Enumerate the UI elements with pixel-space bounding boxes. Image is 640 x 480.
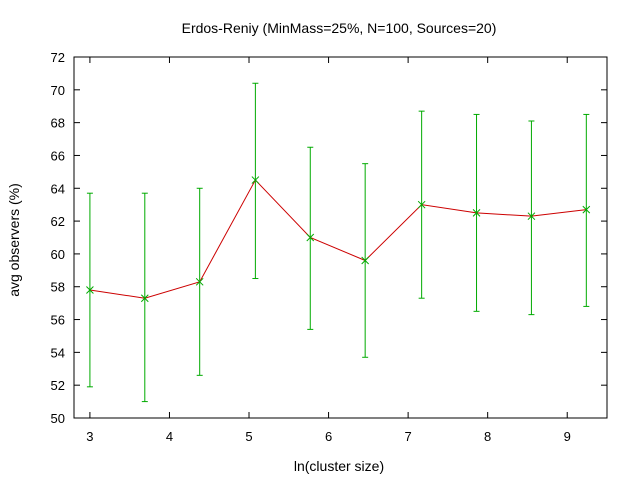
data-point — [527, 212, 536, 221]
x-tick-label: 8 — [484, 429, 491, 444]
y-tick-label: 56 — [51, 313, 65, 328]
y-tick-label: 54 — [51, 345, 65, 360]
x-tick-label: 5 — [245, 429, 252, 444]
y-tick-label: 60 — [51, 247, 65, 262]
y-tick-label: 50 — [51, 411, 65, 426]
y-tick-label: 58 — [51, 280, 65, 295]
x-tick-label: 7 — [405, 429, 412, 444]
x-tick-label: 9 — [564, 429, 571, 444]
data-point — [582, 205, 591, 214]
series-line — [89, 179, 587, 299]
data-point — [195, 277, 204, 286]
data-point — [306, 233, 315, 242]
data-point — [251, 176, 260, 184]
x-axis-label: ln(cluster size) — [294, 458, 384, 474]
data-point — [361, 256, 370, 265]
y-tick-label: 64 — [51, 181, 65, 196]
data-point — [140, 294, 149, 303]
x-tick-label: 4 — [166, 429, 173, 444]
y-tick-label: 68 — [51, 116, 65, 131]
y-tick-label: 62 — [51, 214, 65, 229]
y-tick-label: 72 — [51, 50, 65, 65]
y-tick-label: 52 — [51, 378, 65, 393]
y-axis-label: avg observers (%) — [6, 183, 22, 297]
x-tick-label: 3 — [86, 429, 93, 444]
plot-frame — [73, 56, 608, 419]
data-point — [472, 209, 481, 217]
y-tick-label: 66 — [51, 148, 65, 163]
data-point — [86, 286, 94, 294]
x-tick-label: 6 — [325, 429, 332, 444]
y-tick-label: 70 — [51, 83, 65, 98]
chart-title: Erdos-Reniy (MinMass=25%, N=100, Sources… — [182, 20, 497, 36]
data-point — [417, 200, 426, 209]
